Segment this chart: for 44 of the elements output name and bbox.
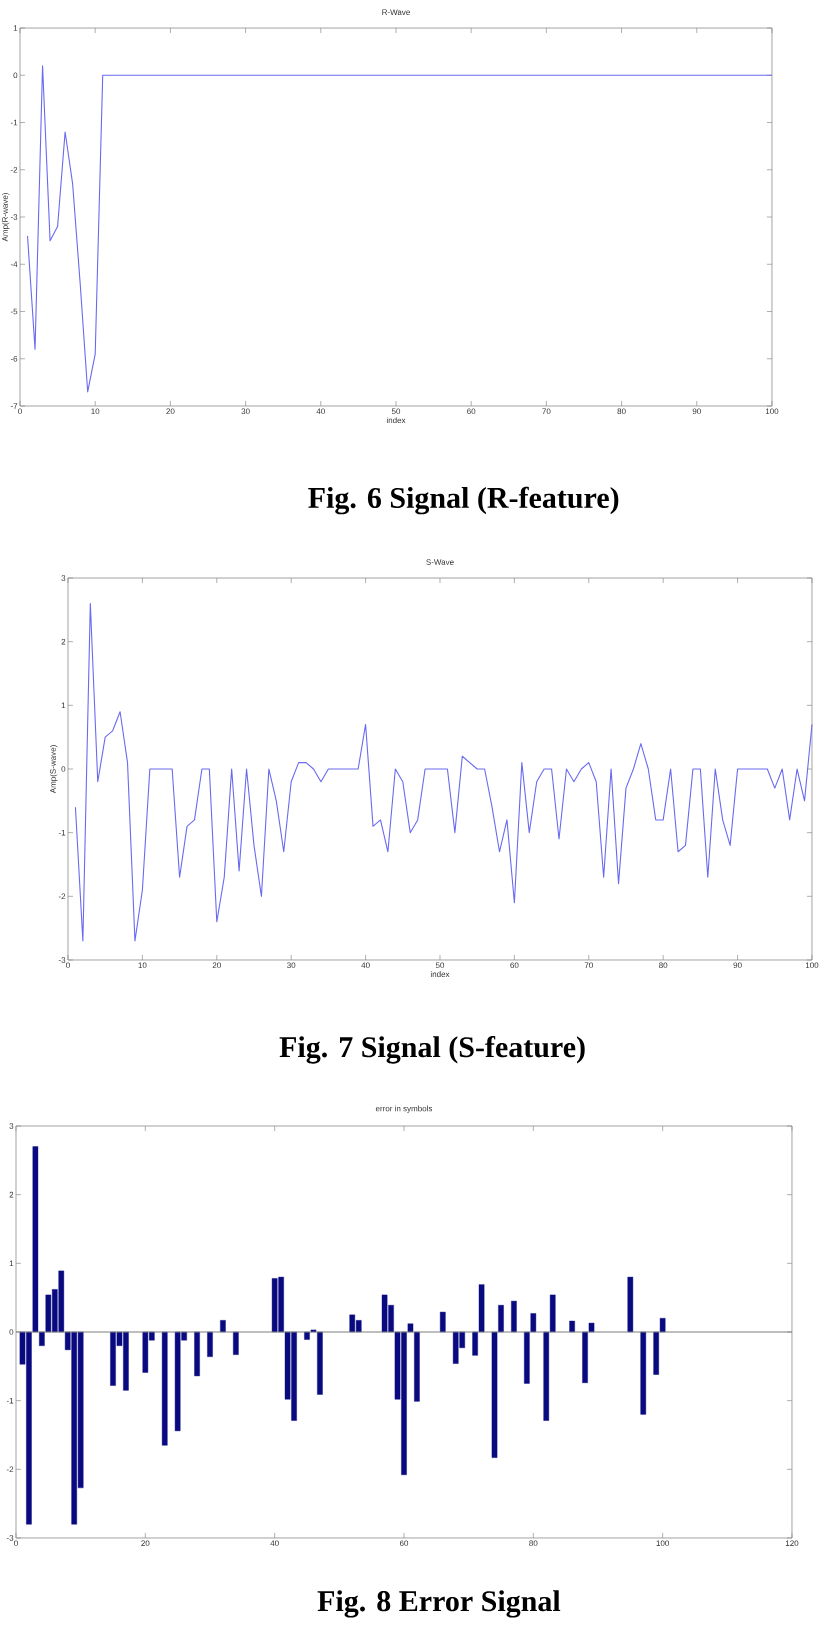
bar	[278, 1276, 284, 1333]
bar	[569, 1320, 575, 1333]
bar	[659, 1318, 666, 1333]
bar	[39, 1331, 45, 1346]
bar	[355, 1320, 362, 1333]
bar	[271, 1278, 278, 1333]
line-series	[26, 65, 773, 393]
bar	[543, 1331, 550, 1421]
bar	[123, 1331, 129, 1391]
bar	[549, 1294, 556, 1333]
bar	[194, 1331, 200, 1377]
bar	[110, 1331, 116, 1386]
bar	[381, 1294, 388, 1333]
bar	[653, 1331, 659, 1375]
bar	[207, 1331, 213, 1357]
bar	[627, 1276, 634, 1333]
bar	[32, 1146, 39, 1333]
bar	[26, 1331, 32, 1525]
bar	[440, 1311, 446, 1333]
caption: Fig. 7 Signal (S-feature)	[279, 1035, 585, 1064]
bar	[524, 1331, 530, 1384]
bar	[498, 1305, 504, 1333]
bar	[401, 1331, 407, 1476]
bar	[452, 1331, 459, 1364]
caption: Fig. 8 Error Signal	[317, 1590, 561, 1618]
bar	[511, 1300, 517, 1333]
bar	[530, 1313, 537, 1333]
bar	[220, 1320, 226, 1333]
bar	[472, 1331, 478, 1356]
caption: Fig. 6 Signal (R-feature)	[308, 486, 619, 515]
bar	[582, 1331, 588, 1383]
bar	[349, 1314, 356, 1333]
bar	[291, 1331, 297, 1421]
bar	[174, 1331, 181, 1432]
bar	[414, 1331, 420, 1402]
bar	[233, 1331, 239, 1355]
bar	[491, 1331, 498, 1458]
bar	[45, 1294, 52, 1333]
bar	[161, 1331, 168, 1446]
bar	[478, 1284, 485, 1333]
bar	[142, 1331, 149, 1373]
bar	[640, 1331, 647, 1415]
bar	[317, 1331, 323, 1395]
bar	[71, 1331, 77, 1525]
